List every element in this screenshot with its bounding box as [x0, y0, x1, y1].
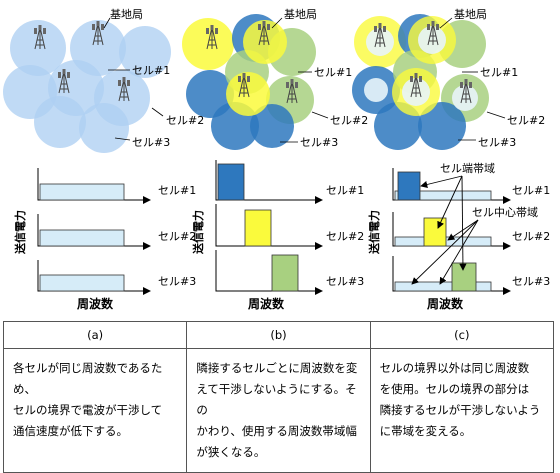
cell-center-circle [364, 78, 388, 102]
cell1-label: セル#1 [158, 184, 196, 197]
cell2-label: セル#2 [330, 114, 368, 127]
header-a: (a) [2, 321, 188, 349]
center-band-bar [394, 281, 492, 292]
cell3-label: セル#3 [300, 136, 338, 149]
text-line: セルの境界以外は同じ周波数 [379, 361, 530, 375]
cell3-label: セル#3 [158, 275, 196, 288]
band-bar [39, 274, 125, 292]
text-line: が狭くなる。 [196, 445, 266, 459]
text-line: えて干渉しないようにする。その [196, 382, 357, 417]
description-table: (a) (b) (c) 各セルが同じ周波数であるため、 セルの境界で電波が干渉し… [2, 321, 555, 473]
cell3-label: セル#3 [326, 275, 364, 288]
base-station-label: 基地局 [110, 8, 143, 21]
edge-band-label: セル端帯域 [440, 162, 495, 175]
x-axis-label: 周波数 [77, 296, 114, 311]
description-c: セルの境界以外は同じ周波数 を使用。セルの境界の部分は 隣接するセルが干渉しない… [369, 348, 555, 473]
text-line: に帯域を変える。 [379, 424, 472, 438]
cell-circle [79, 103, 129, 153]
cell-circle [418, 102, 466, 150]
band-bar [271, 254, 299, 292]
cell2-label: セル#2 [507, 114, 545, 127]
band-bar [217, 163, 245, 201]
band-bar [39, 183, 125, 201]
band-bar [39, 229, 125, 247]
y-axis-label: 送信電力 [191, 210, 205, 255]
cell2-label: セル#2 [158, 230, 196, 243]
cell2-label: セル#2 [326, 230, 364, 243]
cell1-label: セル#1 [512, 184, 550, 197]
y-axis-label: 送信電力 [367, 210, 381, 255]
text-line: を使用。セルの境界の部分は [379, 382, 530, 396]
x-axis-label: 周波数 [248, 296, 285, 311]
table-header-row: (a) (b) (c) [2, 321, 555, 349]
text-line: セルの境界で電波が干渉して [13, 403, 163, 417]
text-line: 隣接するセルが干渉しないよう [379, 403, 541, 417]
cell-circle [243, 20, 287, 64]
panel-a-spectrum: 送信電力 セル#1 セル#2 セル#3 周波数 [13, 168, 196, 311]
cell-circle [34, 96, 86, 148]
header-c: (c) [369, 321, 555, 349]
cell1-label: セル#1 [132, 64, 170, 77]
cell-center-circle [452, 85, 478, 111]
text-line: 通信速度が低下する。 [13, 424, 128, 438]
base-station-label: 基地局 [454, 8, 487, 21]
cell2-label: セル#2 [512, 230, 550, 243]
cell3-label: セル#3 [478, 136, 516, 149]
description-a: 各セルが同じ周波数であるため、 セルの境界で電波が干渉して 通信速度が低下する。 [2, 348, 188, 473]
cell3-label: セル#3 [512, 275, 550, 288]
panel-b-cell-map [182, 14, 316, 150]
panel-c-cell-map [352, 14, 489, 150]
center-band-label: セル中心帯域 [472, 206, 538, 219]
cell1-label: セル#1 [480, 66, 518, 79]
edge-band-bar [397, 171, 421, 201]
cell2-label: セル#2 [166, 114, 204, 127]
cell-circle [250, 104, 294, 148]
header-b: (b) [186, 321, 371, 349]
cell-circle [119, 26, 171, 78]
base-station-label: 基地局 [284, 8, 317, 21]
edge-band-bar [423, 217, 447, 247]
text-line: 各セルが同じ周波数であるため、 [13, 361, 163, 396]
center-band-bar [394, 190, 492, 201]
edge-band-bar [451, 262, 477, 292]
text-line: 隣接するセルごとに周波数を変 [196, 361, 358, 375]
cell3-label: セル#3 [132, 136, 170, 149]
panel-c-spectrum: 送信電力 セル端帯域 セル中心帯域 セル#1 セル#2 セル#3 周波数 [367, 162, 550, 311]
map-labels [103, 17, 506, 143]
text-line: かわり、使用する周波数帯域幅 [196, 424, 357, 438]
band-bar [244, 209, 272, 247]
panel-a-cell-map [3, 20, 171, 153]
cell-center-circle [418, 26, 446, 54]
y-axis-label: 送信電力 [13, 210, 27, 255]
cell-circle [10, 20, 66, 76]
x-axis-label: 周波数 [427, 296, 464, 311]
table-row: 各セルが同じ周波数であるため、 セルの境界で電波が干渉して 通信速度が低下する。… [2, 348, 555, 473]
cell1-label: セル#1 [314, 66, 352, 79]
cell-diagram: 基地局 セル#1 セル#2 セル#3 基地局 セル#1 セル#2 セル#3 基地… [3, 8, 550, 311]
cell1-label: セル#1 [326, 184, 364, 197]
description-b: 隣接するセルごとに周波数を変 えて干渉しないようにする。その かわり、使用する周… [186, 348, 371, 473]
panel-b-spectrum: 送信電力 セル#1 セル#2 セル#3 周波数 [191, 160, 364, 311]
